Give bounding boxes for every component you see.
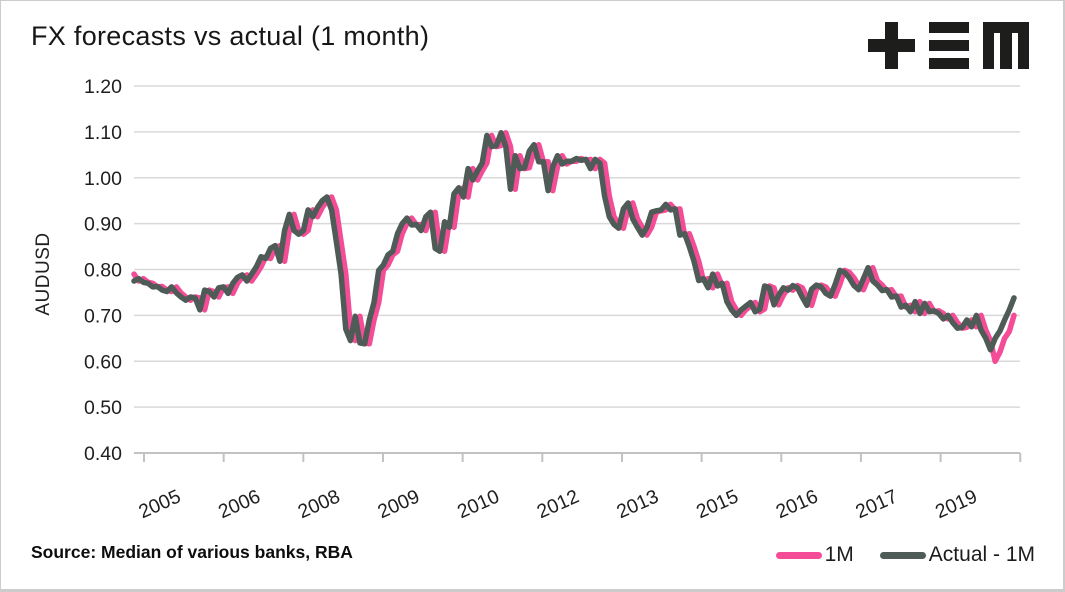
y-tick-label: 1.20: [84, 76, 122, 98]
legend-item-1m: 1M: [775, 543, 854, 567]
legend-swatch-1m: [775, 551, 822, 559]
x-tick-label: 2012: [534, 485, 583, 523]
y-tick-label: 0.80: [84, 260, 122, 282]
x-tick-label: 2017: [852, 485, 901, 523]
squared-m-icon: [983, 22, 1029, 69]
triple-bar-icon: [929, 22, 969, 69]
series-line-1m: [131, 130, 1017, 365]
legend: 1M Actual - 1M: [775, 543, 1035, 567]
y-tick-label: 0.70: [84, 305, 122, 327]
x-tick-label: 2010: [454, 485, 503, 523]
x-tick-label: 2008: [295, 485, 344, 523]
x-tick-label: 2006: [215, 485, 264, 523]
y-tick-label: 1.00: [84, 168, 122, 190]
y-tick-label: 1.10: [84, 122, 122, 144]
x-tick-label: 2005: [135, 485, 184, 523]
legend-swatch-actual-1m: [879, 551, 926, 559]
x-tick-label: 2019: [932, 485, 981, 523]
y-tick-label: 0.60: [84, 351, 122, 373]
series-line-actual-1m: [131, 130, 1017, 353]
legend-item-actual-1m: Actual - 1M: [879, 543, 1035, 567]
y-tick-label: 0.40: [84, 443, 122, 465]
brand-logo: [868, 22, 1029, 69]
y-tick-label: 0.90: [84, 214, 122, 236]
chart-title: FX forecasts vs actual (1 month): [31, 21, 430, 51]
legend-label-1m: 1M: [824, 543, 854, 566]
source-note: Source: Median of various banks, RBA: [31, 542, 353, 562]
x-tick-label: 2009: [374, 485, 423, 523]
plus-icon: [868, 22, 915, 69]
legend-label-actual-1m: Actual - 1M: [928, 543, 1035, 566]
x-tick-label: 2015: [693, 485, 742, 523]
y-tick-label: 0.50: [84, 397, 122, 419]
x-tick-label: 2013: [613, 485, 662, 523]
x-tick-label: 2016: [773, 485, 822, 523]
